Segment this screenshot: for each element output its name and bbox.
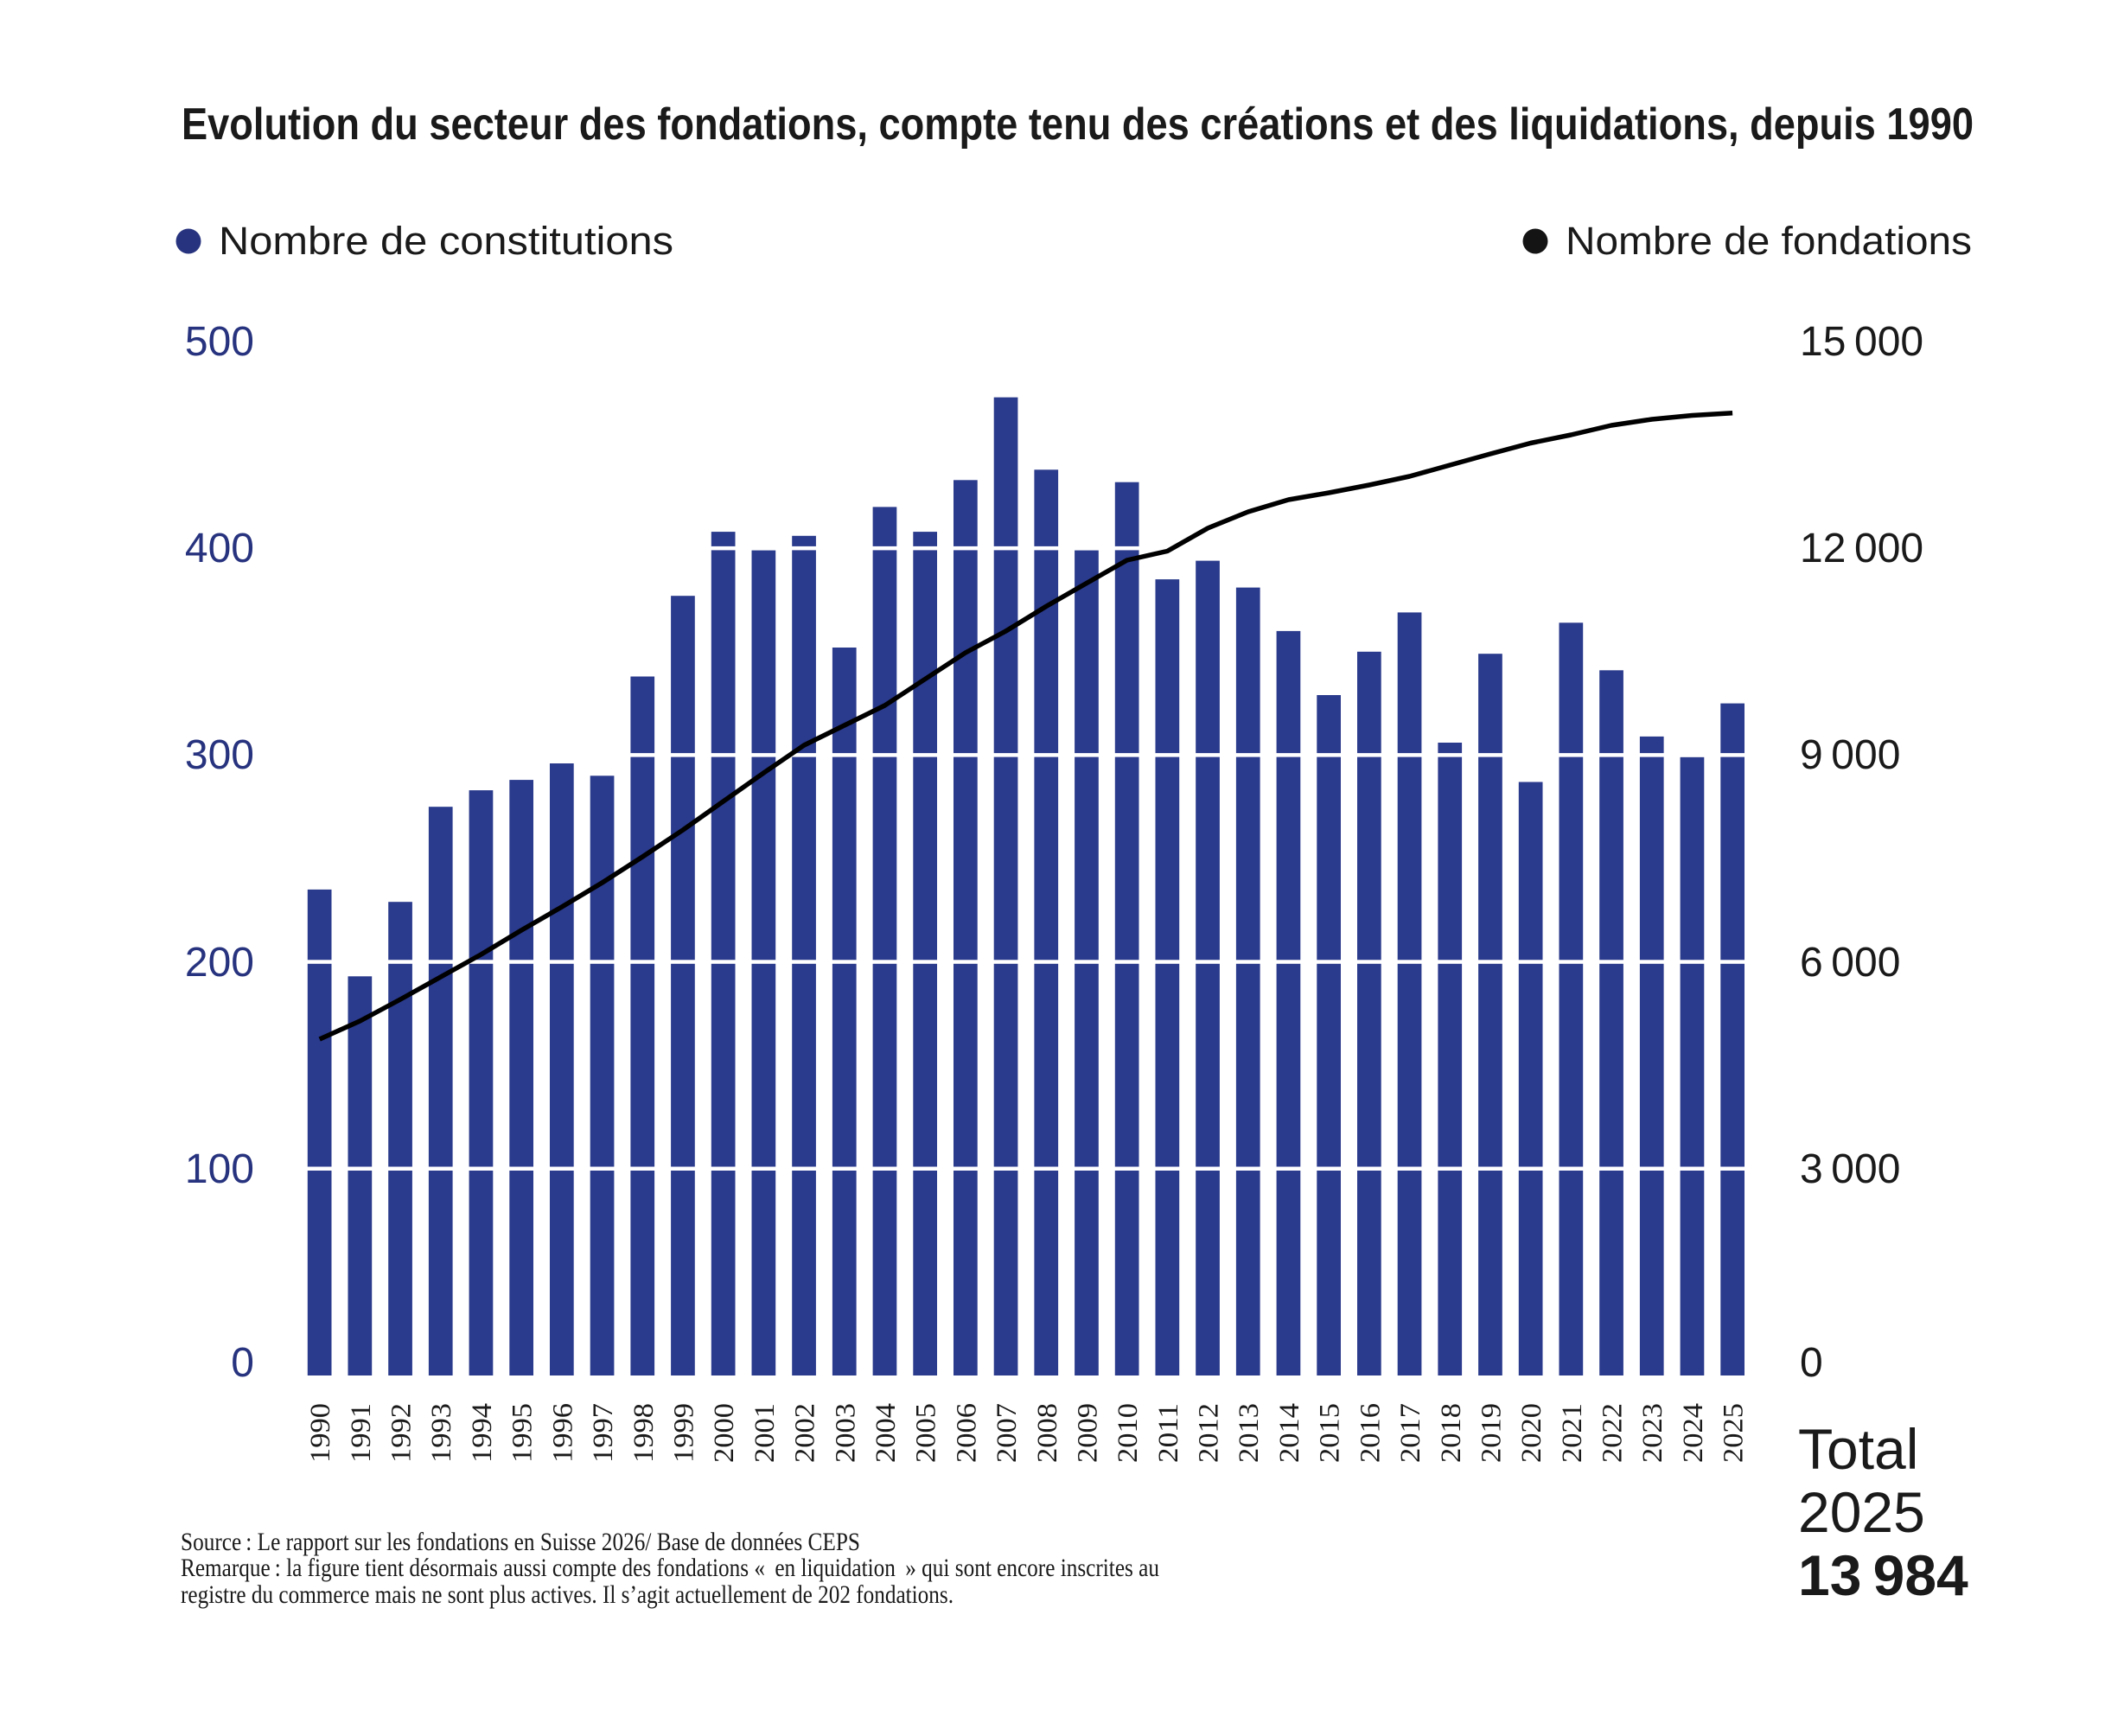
svg-text:9 000: 9 000 [1800, 732, 1900, 778]
svg-text:1999: 1999 [669, 1403, 700, 1463]
svg-text:Source : Le rapport sur les fo: Source : Le rapport sur les fondations e… [181, 1528, 860, 1556]
svg-text:2001: 2001 [749, 1403, 781, 1463]
svg-text:0: 0 [231, 1340, 254, 1386]
svg-text:400: 400 [185, 526, 254, 571]
svg-text:2025: 2025 [1719, 1403, 1750, 1463]
svg-text:1994: 1994 [467, 1403, 498, 1463]
svg-text:2025: 2025 [1798, 1480, 1925, 1544]
svg-text:2007: 2007 [992, 1403, 1023, 1463]
svg-text:0: 0 [1800, 1340, 1823, 1386]
svg-text:2010: 2010 [1113, 1403, 1144, 1463]
svg-text:2024: 2024 [1678, 1403, 1709, 1463]
svg-text:2004: 2004 [871, 1403, 902, 1463]
svg-text:2011: 2011 [1153, 1403, 1184, 1463]
svg-text:2020: 2020 [1516, 1403, 1547, 1463]
svg-text:1996: 1996 [547, 1403, 578, 1463]
svg-text:2009: 2009 [1073, 1403, 1104, 1463]
svg-text:Remarque : la figure tient dés: Remarque : la figure tient désormais aus… [181, 1554, 1159, 1582]
svg-text:1993: 1993 [426, 1403, 457, 1463]
svg-text:2013: 2013 [1234, 1403, 1265, 1463]
svg-text:1992: 1992 [386, 1403, 418, 1463]
svg-text:Nombre de fondations: Nombre de fondations [1566, 219, 1972, 263]
svg-text:Nombre de constitutions: Nombre de constitutions [219, 219, 673, 263]
svg-text:2021: 2021 [1557, 1403, 1588, 1463]
svg-text:2023: 2023 [1637, 1403, 1668, 1463]
svg-text:300: 300 [185, 732, 254, 778]
svg-text:Evolution du secteur des fonda: Evolution du secteur des fondations, com… [182, 99, 1974, 150]
svg-text:15 000: 15 000 [1800, 319, 1923, 365]
svg-text:registre du commerce mais ne s: registre du commerce mais ne sont plus a… [181, 1580, 954, 1609]
svg-text:500: 500 [185, 319, 254, 365]
svg-text:2003: 2003 [830, 1403, 861, 1463]
svg-text:3 000: 3 000 [1800, 1146, 1900, 1192]
svg-text:1997: 1997 [588, 1403, 619, 1463]
svg-text:2016: 2016 [1355, 1403, 1386, 1463]
svg-text:2005: 2005 [911, 1403, 942, 1463]
svg-text:200: 200 [185, 940, 254, 986]
svg-text:12 000: 12 000 [1800, 526, 1923, 571]
svg-text:1995: 1995 [507, 1403, 539, 1463]
svg-text:2002: 2002 [790, 1403, 821, 1463]
svg-text:2000: 2000 [709, 1403, 740, 1463]
svg-text:Total: Total [1798, 1417, 1918, 1481]
svg-text:2017: 2017 [1395, 1403, 1426, 1463]
svg-text:2012: 2012 [1194, 1403, 1225, 1463]
svg-text:2022: 2022 [1598, 1403, 1629, 1463]
svg-text:1990: 1990 [305, 1403, 336, 1463]
svg-text:2008: 2008 [1032, 1403, 1063, 1463]
svg-text:100: 100 [185, 1146, 254, 1192]
svg-text:13 984: 13 984 [1798, 1543, 1968, 1607]
svg-text:2014: 2014 [1274, 1403, 1305, 1463]
svg-text:6 000: 6 000 [1800, 940, 1900, 986]
svg-text:2018: 2018 [1436, 1403, 1467, 1463]
svg-text:2019: 2019 [1477, 1403, 1508, 1463]
svg-text:1998: 1998 [628, 1403, 660, 1463]
svg-text:1991: 1991 [346, 1403, 377, 1463]
svg-text:2015: 2015 [1315, 1403, 1346, 1463]
svg-text:2006: 2006 [951, 1403, 982, 1463]
